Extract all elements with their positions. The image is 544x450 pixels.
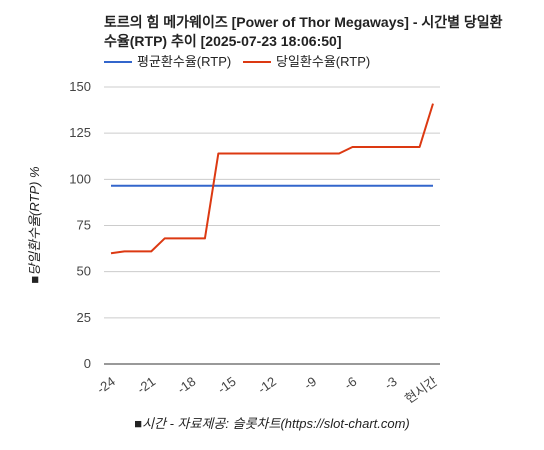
x-tick-label: -21 <box>134 374 158 397</box>
y-axis-ticks: 0 25 50 75 100 125 150 <box>69 79 91 371</box>
x-tick-label: -12 <box>255 374 279 397</box>
y-axis-label: ■당일환수율(RTP) % <box>27 166 42 283</box>
x-tick-label: -3 <box>382 374 400 393</box>
chart-title-line1: 토르의 힘 메가웨이즈 [Power of Thor Megaways] - 시… <box>104 14 503 30</box>
x-tick-label: -24 <box>94 374 118 397</box>
chart-title-line2: 수율(RTP) 추이 [2025-07-23 18:06:50] <box>104 33 342 49</box>
x-tick-label: 현시간 <box>402 374 440 407</box>
x-tick-label: -6 <box>341 374 359 393</box>
series-line-daily-rtp <box>110 103 434 255</box>
x-tick-label: -15 <box>215 374 239 397</box>
x-tick-label: -18 <box>174 374 198 397</box>
y-tick-label: 100 <box>69 171 91 186</box>
y-tick-label: 125 <box>69 125 91 140</box>
legend-label-average: 평균환수율(RTP) <box>137 54 231 69</box>
series-lines <box>110 103 434 255</box>
x-axis-label: ■시간 - 자료제공: 슬롯차트(https://slot-chart.com) <box>134 416 410 431</box>
x-axis-ticks: -24 -21 -18 -15 -12 -9 -6 -3 현시간 <box>94 374 440 407</box>
y-tick-label: 150 <box>69 79 91 94</box>
y-tick-label: 75 <box>77 218 91 233</box>
y-tick-label: 0 <box>84 356 91 371</box>
legend-label-daily: 당일환수율(RTP) <box>276 54 370 69</box>
y-tick-label: 50 <box>77 264 91 279</box>
gridlines <box>104 86 440 365</box>
legend: 평균환수율(RTP) 당일환수율(RTP) <box>104 54 370 69</box>
y-tick-label: 25 <box>77 310 91 325</box>
x-tick-label: -9 <box>301 374 319 393</box>
